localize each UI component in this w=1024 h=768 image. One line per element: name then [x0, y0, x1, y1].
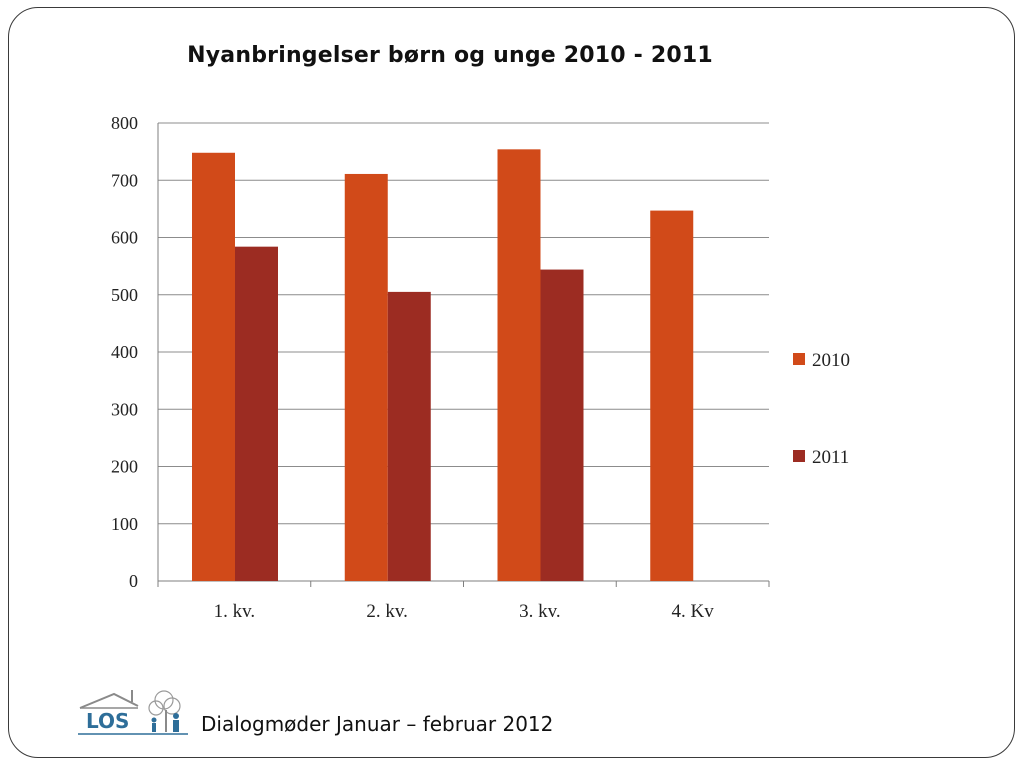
- x-tick-label: 1. kv.: [214, 601, 256, 622]
- y-tick-label: 200: [111, 457, 138, 477]
- bar-2010-1: [192, 152, 235, 581]
- legend-label-2011: 2011: [812, 447, 849, 468]
- legend-label-2010: 2010: [812, 350, 850, 371]
- y-tick-label: 800: [111, 113, 138, 133]
- x-tick-label: 4. Kv: [672, 601, 715, 622]
- legend-swatch-2011: [793, 450, 805, 462]
- y-tick-label: 0: [129, 571, 138, 591]
- legend-swatch-2010: [793, 353, 805, 365]
- y-tick-label: 400: [111, 342, 138, 362]
- bar-2010-3: [497, 149, 541, 581]
- bar-2011-2: [387, 291, 431, 581]
- y-tick-label: 100: [111, 514, 138, 534]
- svg-text:LOS: LOS: [86, 709, 129, 733]
- x-tick-label: 2. kv.: [366, 601, 408, 622]
- bar-2010-2: [344, 173, 388, 581]
- y-tick-label: 300: [111, 399, 138, 419]
- y-tick-label: 500: [111, 285, 138, 305]
- bar-2011-1: [235, 246, 278, 581]
- y-tick-label: 700: [111, 170, 138, 190]
- y-tick-label: 600: [111, 228, 138, 248]
- los-logo: LOS: [76, 686, 191, 738]
- bar-2011-3: [540, 269, 584, 581]
- x-tick-label: 3. kv.: [519, 601, 561, 622]
- chart-title: Nyanbringelser børn og unge 2010 - 2011: [187, 43, 713, 68]
- bar-2010-4: [650, 210, 694, 581]
- footer-text: Dialogmøder Januar – februar 2012: [201, 712, 554, 736]
